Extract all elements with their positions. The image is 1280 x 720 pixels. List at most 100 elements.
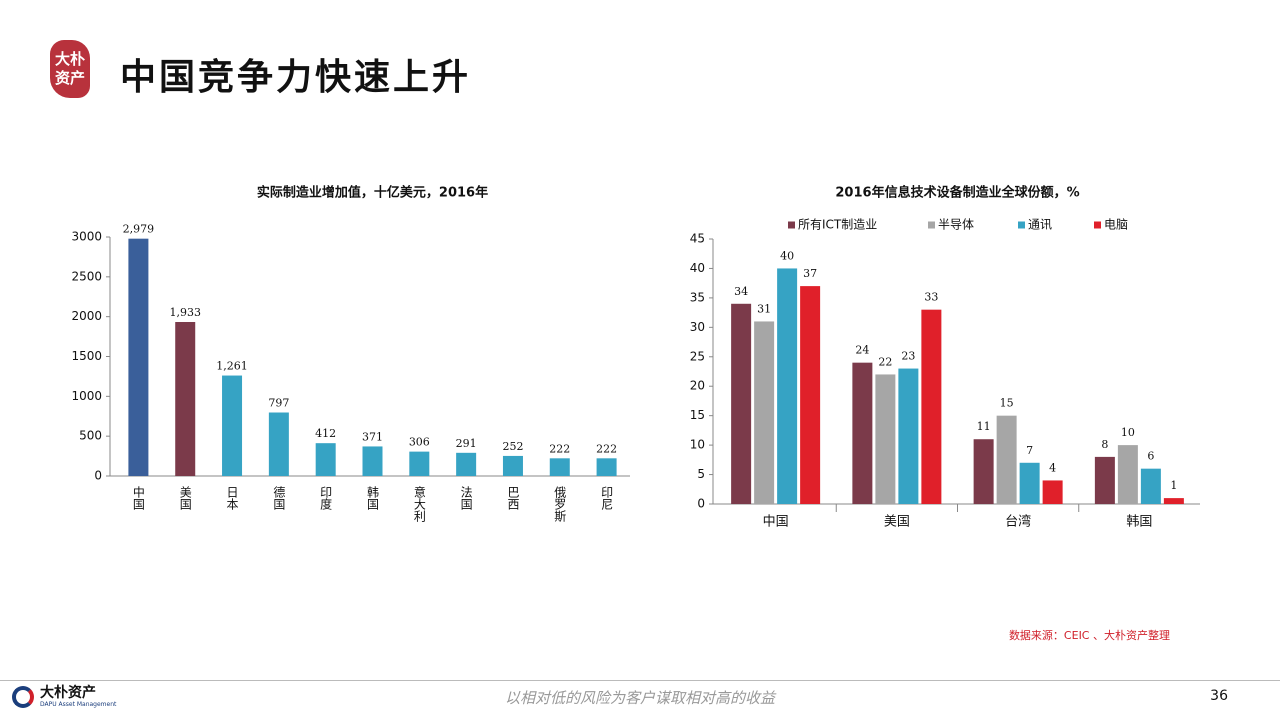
bar	[1163, 498, 1184, 504]
data-label: 797	[268, 397, 289, 410]
legend-swatch	[928, 221, 935, 229]
y-tick-label: 0	[94, 469, 102, 483]
bar	[731, 303, 752, 504]
x-tick-label: 法国	[459, 486, 473, 510]
data-label: 4	[1049, 461, 1056, 474]
bar	[549, 458, 570, 476]
x-tick-label: 中国	[763, 515, 789, 530]
bar	[973, 439, 994, 504]
y-tick-label: 3000	[71, 230, 102, 244]
legend-swatch	[1018, 221, 1025, 229]
legend-swatch	[1094, 221, 1101, 229]
data-label: 33	[924, 291, 938, 304]
x-tick-label: 中国	[131, 485, 145, 510]
bar	[1140, 468, 1161, 504]
y-tick-label: 35	[690, 290, 705, 304]
data-label: 252	[502, 440, 523, 453]
y-tick-label: 20	[690, 379, 705, 393]
company-name: 大朴资产	[40, 685, 96, 701]
data-label: 1,261	[216, 360, 248, 373]
bar	[921, 309, 942, 504]
slide-title: 中国竞争力快速上升	[120, 56, 472, 98]
x-tick-label: 印度	[319, 486, 333, 510]
x-tick-label: 韩国	[1126, 515, 1152, 530]
x-tick-label: 巴西	[506, 486, 520, 510]
x-tick-label: 意大利	[412, 485, 426, 522]
bar	[268, 412, 289, 476]
bar	[222, 375, 243, 476]
x-tick-label: 台湾	[1005, 514, 1031, 530]
chart-title: 实际制造业增加值，十亿美元，2016年	[257, 185, 488, 201]
data-label: 24	[855, 344, 869, 357]
bar	[175, 322, 196, 476]
bar	[754, 321, 775, 504]
y-tick-label: 1000	[71, 389, 102, 403]
y-tick-label: 15	[690, 408, 705, 422]
bar	[409, 451, 430, 476]
y-tick-label: 1500	[71, 349, 102, 363]
data-label: 222	[549, 442, 570, 455]
data-label: 34	[734, 285, 748, 298]
bar	[315, 443, 336, 476]
bar	[800, 286, 821, 504]
charts: 实际制造业增加值，十亿美元，2016年 0 500 1000 1500 2000 2500 3…	[71, 185, 1200, 530]
data-label: 31	[757, 302, 771, 315]
bar	[777, 268, 798, 504]
bar	[1094, 456, 1115, 504]
bar	[898, 368, 919, 504]
data-label: 10	[1121, 426, 1135, 439]
x-tick-label: 日本	[225, 486, 239, 511]
data-label: 7	[1026, 444, 1033, 457]
legend-swatch	[788, 221, 795, 229]
data-label: 40	[780, 249, 794, 262]
data-label: 306	[409, 436, 430, 449]
footer-logo: 大朴资产 DAPU Asset Management	[12, 686, 116, 708]
x-tick-label: 德国	[272, 485, 286, 510]
data-label: 23	[901, 350, 915, 363]
bar	[852, 362, 873, 504]
legend-label: 通讯	[1028, 218, 1052, 232]
legend-label: 电脑	[1104, 218, 1128, 232]
data-label: 1	[1170, 479, 1177, 492]
x-tick-label: 俄罗斯	[553, 486, 567, 523]
y-tick-label: 500	[79, 429, 102, 443]
bar	[1117, 445, 1138, 504]
source-note: 数据来源：CEIC 、大朴资产整理	[1008, 629, 1170, 642]
company-en: DAPU Asset Management	[40, 701, 117, 708]
data-label: 8	[1101, 438, 1108, 451]
bar	[128, 238, 149, 476]
data-label: 22	[878, 355, 892, 368]
logo-seal: 大朴资产	[50, 40, 90, 98]
bar	[996, 415, 1017, 504]
y-tick-label: 5	[697, 467, 705, 481]
x-tick-label: 韩国	[366, 485, 380, 510]
data-label: 11	[977, 420, 991, 433]
x-tick-label: 美国	[178, 486, 192, 510]
y-tick-label: 2000	[71, 309, 102, 323]
y-tick-label: 25	[690, 349, 705, 363]
legend-label: 半导体	[938, 218, 974, 232]
bar	[456, 452, 477, 476]
data-label: 412	[315, 427, 336, 440]
data-label: 2,979	[123, 223, 155, 236]
y-tick-label: 2500	[71, 269, 102, 283]
x-tick-label: 印尼	[600, 486, 614, 510]
logo-mark	[12, 686, 34, 708]
y-tick-label: 45	[690, 232, 705, 246]
logo-text: 大朴资产 DAPU Asset Management	[40, 685, 117, 709]
data-label: 37	[803, 267, 817, 280]
data-label: 371	[362, 430, 383, 443]
page-number: 36	[1210, 688, 1228, 704]
y-tick-label: 0	[697, 497, 705, 511]
legend-label: 所有ICT制造业	[798, 218, 877, 232]
x-tick-label: 美国	[884, 515, 910, 530]
bar	[362, 446, 383, 476]
bar	[1042, 480, 1063, 504]
bar	[1019, 462, 1040, 504]
bar	[596, 458, 617, 476]
y-tick-label: 40	[690, 261, 705, 275]
data-label: 6	[1147, 450, 1154, 463]
data-label: 291	[456, 437, 477, 450]
data-label: 15	[1000, 397, 1014, 410]
